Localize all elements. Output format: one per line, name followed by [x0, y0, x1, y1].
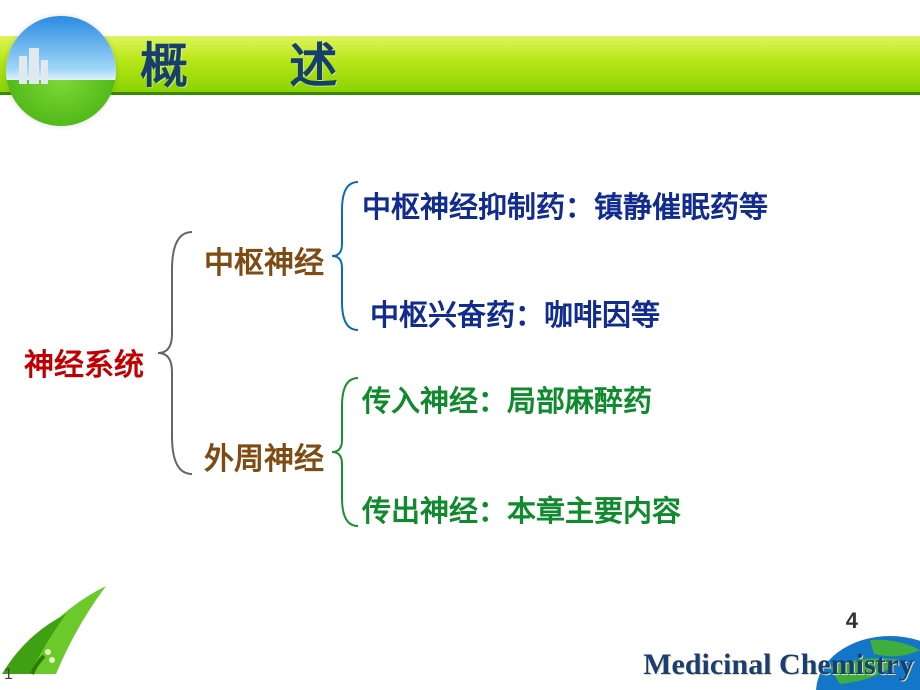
landscape-badge-icon: [6, 16, 116, 126]
aux-number: 1: [4, 666, 13, 684]
brace-pns-icon: [328, 376, 362, 528]
brace-cns-icon: [328, 180, 362, 332]
page-number: 4: [846, 608, 858, 634]
footer-brand: Medicinal Chemistry: [643, 648, 914, 682]
page-title: 概 述: [140, 26, 381, 96]
brace-root-icon: [154, 230, 198, 476]
leaf-cns-stimulant: 中枢兴奋药：咖啡因等: [370, 292, 660, 334]
header-underline: [0, 92, 920, 95]
leaf-cns-depressant: 中枢神经抑制药：镇静催眠药等: [362, 184, 768, 226]
leaf-decoration-icon: [0, 556, 146, 676]
tree-root: 神经系统: [24, 340, 144, 384]
tree-node-cns: 中枢神经: [204, 238, 324, 282]
leaf-efferent: 传出神经：本章主要内容: [362, 488, 681, 530]
leaf-afferent: 传入神经：局部麻醉药: [362, 378, 652, 420]
slide: 概 述 神经系统 中枢神经 外周神经 中枢神经抑制药：镇静催眠药等 中枢兴奋药：…: [0, 0, 920, 690]
header-gradient-band: [0, 36, 920, 92]
tree-node-pns: 外周神经: [204, 434, 324, 478]
